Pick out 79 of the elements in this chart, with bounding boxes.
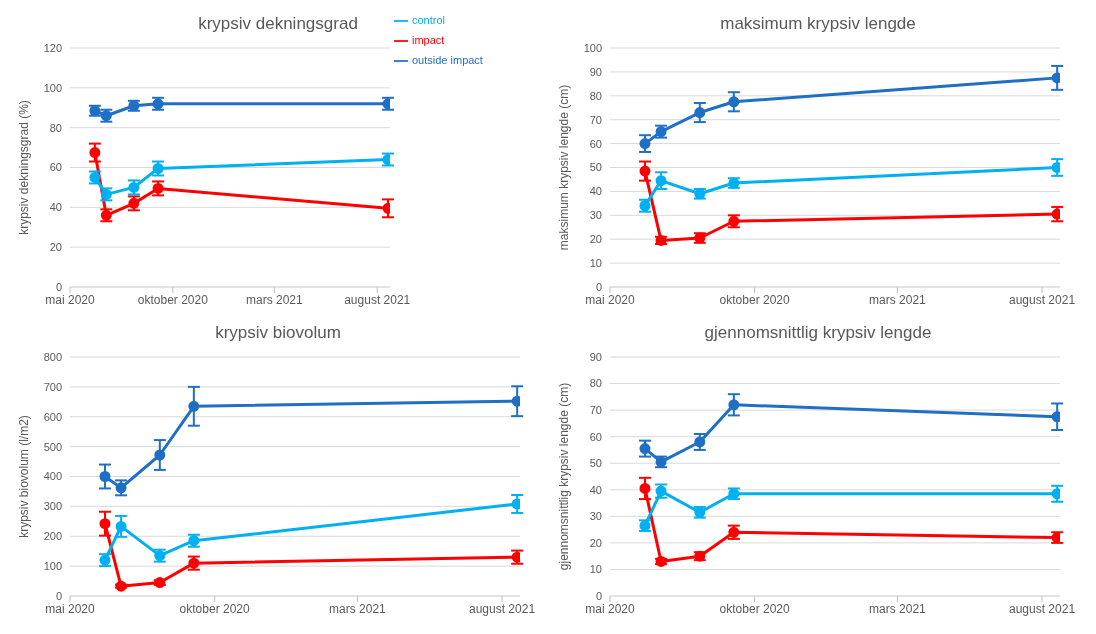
y-tick-label: 0: [55, 280, 62, 293]
y-tick-label: 80: [49, 121, 62, 134]
y-tick-label: 60: [49, 161, 62, 174]
y-tick-label: 0: [55, 589, 62, 602]
point: [154, 577, 166, 589]
y-tick-label: 600: [43, 410, 62, 423]
y-tick-label: 500: [43, 440, 62, 453]
y-tick-label: 100: [583, 41, 602, 54]
x-tick-label: mars 2021: [246, 292, 304, 307]
point: [188, 400, 200, 412]
y-tick-label: 20: [49, 241, 62, 254]
point: [728, 399, 740, 411]
y-tick-label: 70: [589, 404, 602, 417]
legend-label: impact: [412, 34, 445, 46]
x-tick-label: august 2021: [469, 601, 536, 616]
y-tick-label: 20: [589, 536, 602, 549]
y-tick-label: 40: [589, 483, 602, 496]
y-tick-label: 0: [595, 589, 602, 602]
point: [639, 165, 651, 177]
y-tick-label: 30: [589, 209, 602, 222]
y-tick-label: 70: [589, 113, 602, 126]
x-tick-label: august 2021: [344, 292, 411, 307]
legend-label: outside impact: [412, 54, 483, 66]
point: [154, 449, 166, 461]
y-tick-label: 100: [43, 81, 62, 94]
y-tick-label: 40: [49, 201, 62, 214]
x-tick-label: oktober 2020: [179, 601, 250, 616]
point: [639, 138, 651, 150]
y-tick-label: 40: [589, 185, 602, 198]
y-tick-label: 100: [43, 560, 62, 573]
point: [639, 443, 651, 455]
y-tick-label: 10: [589, 257, 602, 270]
y-tick-label: 200: [43, 530, 62, 543]
y-tick-label: 60: [589, 137, 602, 150]
x-tick-label: mai 2020: [585, 601, 635, 616]
y-tick-label: 300: [43, 500, 62, 513]
x-tick-label: mai 2020: [45, 601, 95, 616]
y-tick-label: 800: [43, 350, 62, 363]
y-tick-label: 50: [589, 161, 602, 174]
y-axis-title: gjennomsnittlig krypsiv lengde (cm): [557, 382, 572, 571]
y-tick-label: 20: [589, 233, 602, 246]
y-tick-label: 80: [589, 377, 602, 390]
x-tick-label: oktober 2020: [719, 292, 790, 307]
point: [89, 147, 101, 159]
x-tick-label: mars 2021: [869, 292, 927, 307]
x-tick-label: oktober 2020: [137, 292, 209, 307]
y-tick-label: 80: [589, 89, 602, 102]
y-tick-label: 90: [589, 65, 602, 78]
x-tick-label: mars 2021: [869, 601, 927, 616]
y-axis-title: krypsiv dekningsgrad (%): [17, 100, 32, 235]
point: [655, 175, 667, 187]
x-tick-label: august 2021: [1009, 292, 1076, 307]
x-tick-label: august 2021: [1009, 601, 1076, 616]
legend-label: control: [412, 14, 446, 26]
point: [99, 471, 111, 482]
point: [99, 518, 111, 530]
y-tick-label: 700: [43, 380, 62, 393]
y-axis-title: maksimum krypsiv lengde (cm): [557, 84, 572, 251]
chart-title: krypsiv dekningsgrad: [198, 14, 358, 33]
x-tick-label: oktober 2020: [719, 601, 790, 616]
point: [694, 107, 706, 119]
y-tick-label: 10: [589, 563, 602, 576]
y-tick-label: 0: [595, 280, 602, 293]
point: [728, 96, 740, 108]
y-axis-title: krypsiv biovolum (l/m2): [17, 415, 32, 538]
x-tick-label: mai 2020: [45, 292, 95, 307]
y-tick-label: 50: [589, 457, 602, 470]
chart-title: krypsiv biovolum: [214, 323, 342, 343]
chart-title: maksimum krypsiv lengde: [719, 14, 917, 34]
point: [639, 482, 651, 494]
y-tick-label: 120: [43, 41, 62, 54]
x-tick-label: mars 2021: [329, 601, 387, 616]
point: [115, 520, 127, 532]
y-tick-label: 90: [589, 350, 602, 363]
chart-title: gjennomsnittlig krypsiv lengde: [703, 323, 933, 343]
y-tick-label: 400: [43, 470, 62, 483]
x-tick-label: mai 2020: [585, 292, 635, 307]
y-tick-label: 60: [589, 430, 602, 443]
y-tick-label: 30: [589, 510, 602, 523]
